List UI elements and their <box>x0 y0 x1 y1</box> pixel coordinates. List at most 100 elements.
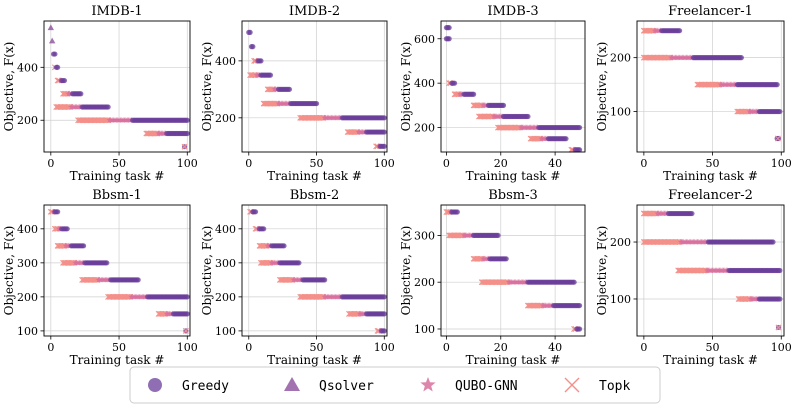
qsolver-icon <box>284 377 300 391</box>
chart-panel-3: 0 50 100 100 200 Freelancer-1 Training task # O… <box>595 4 792 183</box>
legend-label: Greedy <box>182 379 229 394</box>
legend-label: Topk <box>599 379 630 394</box>
topk-icon <box>564 377 580 393</box>
x-axis-label: Training task # <box>663 169 758 183</box>
greedy-point <box>258 58 264 64</box>
greedy-point <box>78 91 84 97</box>
y-tick-label: 100 <box>215 325 236 338</box>
x-tick-label: 0 <box>640 157 647 170</box>
data-points <box>246 29 387 150</box>
greedy-point <box>770 239 776 245</box>
x-axis-label: Training task # <box>267 169 362 183</box>
y-tick-label: 200 <box>414 122 435 135</box>
panel-title: Bbsm-3 <box>488 188 538 203</box>
greedy-point <box>252 209 259 215</box>
x-tick-label: 100 <box>374 341 395 354</box>
greedy-point <box>381 115 387 121</box>
y-axis-label: Objective, F(x) <box>399 226 413 316</box>
y-tick-label: 300 <box>17 257 38 270</box>
greedy-point <box>105 104 111 110</box>
greedy-point <box>247 29 253 35</box>
y-axis-label: Objective, F(x) <box>595 42 609 132</box>
greedy-point <box>495 232 501 239</box>
greedy-point <box>777 267 783 274</box>
greedy-point <box>281 243 287 249</box>
y-tick-label: 100 <box>17 325 38 338</box>
x-axis-label: Training task # <box>466 353 561 367</box>
greedy-point <box>774 82 780 88</box>
y-axis-label: Objective, F(x) <box>595 226 609 316</box>
y-tick-label: 200 <box>215 112 236 125</box>
x-tick-label: 50 <box>706 341 720 354</box>
x-axis-label: Training task # <box>70 353 165 367</box>
panel-title: Freelancer-2 <box>668 188 753 203</box>
greedy-point <box>313 100 320 107</box>
y-tick-label: 100 <box>610 106 631 119</box>
x-tick-label: 100 <box>177 157 198 170</box>
greedy-point <box>296 260 302 266</box>
greedy-point <box>676 28 683 34</box>
x-axis-label: Training task # <box>663 353 758 367</box>
greedy-point <box>777 296 783 302</box>
y-tick-label: 200 <box>610 236 631 249</box>
greedy-icon <box>148 378 162 392</box>
data-points <box>443 25 583 153</box>
plot-frame <box>636 204 785 337</box>
data-points <box>640 27 783 142</box>
panel-title: Freelancer-1 <box>668 4 753 19</box>
greedy-point <box>135 277 141 283</box>
greedy-point <box>381 311 387 317</box>
legend-label: QUBO-GNN <box>455 379 518 394</box>
topk-point <box>181 143 188 150</box>
data-points <box>640 210 783 331</box>
greedy-point <box>104 260 110 266</box>
panel-title: Bbsm-1 <box>92 188 142 203</box>
y-tick-label: 400 <box>215 55 236 68</box>
data-points <box>247 208 387 334</box>
greedy-point <box>689 210 695 217</box>
y-tick-label: 100 <box>414 323 435 336</box>
greedy-point <box>184 130 190 137</box>
y-tick-label: 200 <box>215 291 236 304</box>
plot-frame <box>241 20 388 153</box>
x-tick-label: 50 <box>310 341 324 354</box>
greedy-point <box>184 117 190 123</box>
x-tick-label: 100 <box>771 341 792 354</box>
x-axis-label: Training task # <box>466 169 561 183</box>
greedy-point <box>503 256 509 262</box>
panel-title: Bbsm-2 <box>290 188 340 203</box>
greedy-point <box>576 124 583 131</box>
x-tick-label: 50 <box>706 157 720 170</box>
greedy-point <box>777 108 783 115</box>
x-tick-label: 0 <box>443 341 450 354</box>
x-tick-label: 0 <box>443 157 450 170</box>
y-tick-label: 400 <box>17 61 38 74</box>
x-tick-label: 100 <box>374 157 395 170</box>
greedy-point <box>381 129 387 135</box>
greedy-point <box>454 209 460 215</box>
y-tick-label: 200 <box>414 276 435 289</box>
plot-frame <box>440 20 586 153</box>
chart-panel-0: 0 50 100 200 400 IMDB-1 Training task # Objecti… <box>2 4 198 183</box>
panel-title: IMDB-1 <box>91 4 142 19</box>
greedy-point <box>576 326 583 332</box>
greedy-point <box>576 302 583 309</box>
greedy-point <box>500 102 507 108</box>
plot-frame <box>440 204 586 337</box>
qsolver-point <box>48 37 56 44</box>
greedy-point <box>525 113 531 120</box>
y-tick-label: 100 <box>610 293 631 306</box>
greedy-point <box>381 143 387 149</box>
x-tick-label: 0 <box>245 341 252 354</box>
chart-panel-7: 0 50 100 100 200 Freelancer-2 Training task # O… <box>595 188 792 367</box>
greedy-point <box>446 36 452 42</box>
panel-title: IMDB-3 <box>487 4 538 19</box>
y-tick-label: 200 <box>610 52 631 65</box>
y-axis-label: Objective, F(x) <box>200 226 214 316</box>
greedy-point <box>322 277 328 283</box>
greedy-point <box>250 44 256 50</box>
topk-point <box>775 324 782 331</box>
plot-frame <box>636 20 785 153</box>
greedy-point <box>261 226 267 232</box>
greedy-point <box>80 243 87 249</box>
